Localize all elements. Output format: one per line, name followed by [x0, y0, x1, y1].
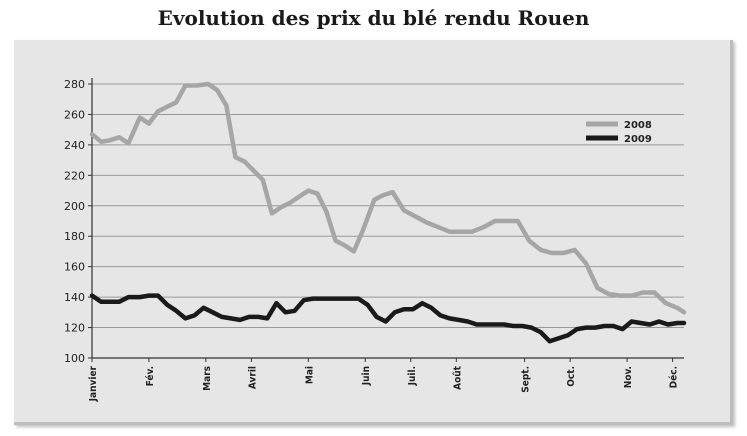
x-tick-label: Mai	[304, 366, 315, 384]
y-tick-label: 240	[64, 139, 85, 152]
legend: 2008 2009	[586, 120, 652, 145]
series-line-2008	[89, 81, 687, 315]
series-line-2009	[89, 293, 687, 344]
x-tick-label: Juil.	[407, 366, 418, 386]
x-tick-label: Nov.	[623, 366, 634, 388]
y-tick-label: 220	[64, 169, 85, 182]
x-tick-label: Mars	[202, 366, 213, 391]
x-tick-label: Août	[451, 365, 463, 390]
x-tick-label: Avril	[247, 366, 258, 389]
y-tick-label: 140	[64, 291, 85, 304]
x-tick-label: Oct.	[566, 366, 577, 387]
y-tick-label: 160	[64, 261, 85, 274]
x-axis: Janvier Fév. Mars Avril Mai Juin Juil. Août Sept…	[88, 357, 684, 402]
x-tick-label: Janvier	[88, 365, 99, 402]
y-tick-label: 260	[64, 108, 85, 121]
x-tick-label: Fév.	[144, 366, 156, 386]
y-tick-label: 120	[64, 322, 85, 335]
y-axis: 100 120 140 160 180 200 220 240 260 280	[64, 78, 93, 365]
legend-label-2009: 2009	[624, 134, 652, 145]
line-chart: 100 120 140 160 180 200 220 240 260 280 Janvier Fé…	[64, 78, 687, 402]
y-tick-label: 180	[64, 230, 85, 243]
x-tick-label: Déc.	[668, 366, 680, 388]
chart-panel: 100 120 140 160 180 200 220 240 260 280 Janvier Fé…	[14, 40, 733, 425]
x-tick-label: Juin	[361, 366, 372, 386]
x-tick-label: Sept.	[521, 366, 532, 393]
y-tick-label: 200	[64, 200, 85, 213]
y-tick-label: 100	[64, 352, 85, 365]
legend-label-2008: 2008	[624, 120, 652, 131]
grid	[92, 83, 684, 359]
chart-title: Evolution des prix du blé rendu Rouen	[157, 6, 590, 30]
series-group	[89, 81, 687, 344]
y-tick-label: 280	[64, 78, 85, 91]
